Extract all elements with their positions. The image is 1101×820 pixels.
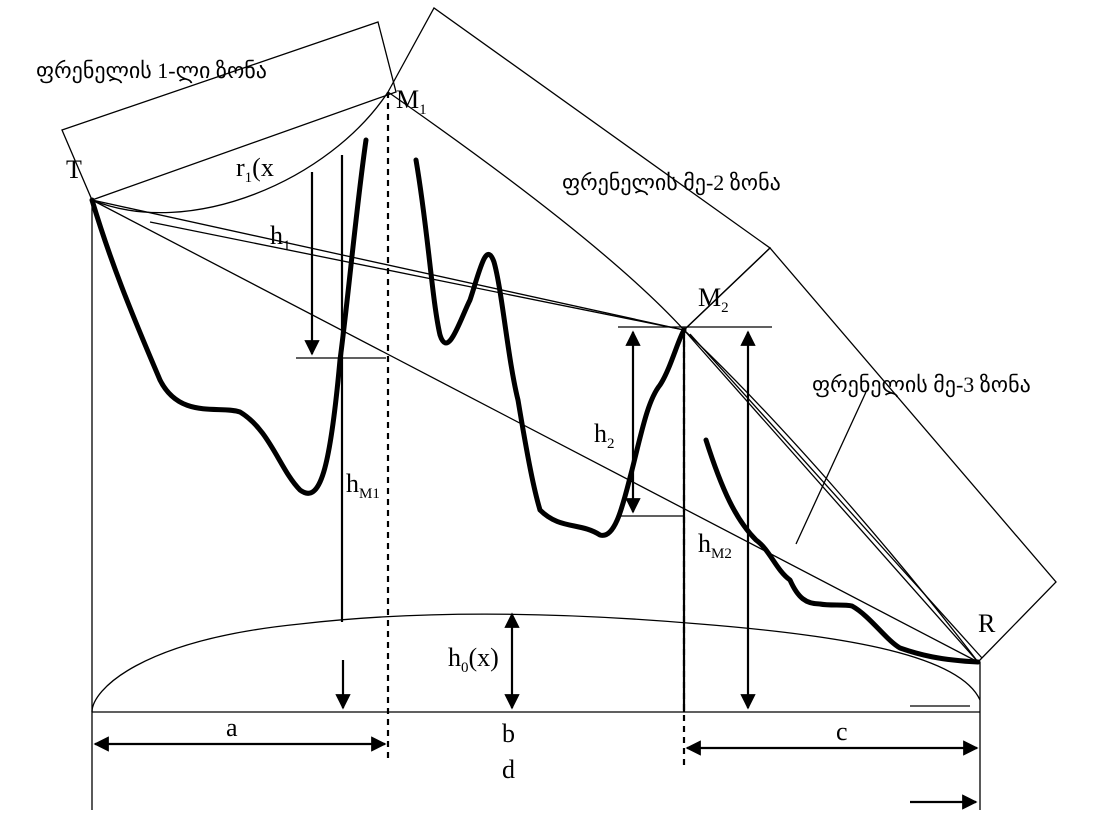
- terrain-profile-2: [413, 157, 687, 538]
- fresnel-zone-3-box: [683, 247, 1057, 663]
- sight-line-m2-to-r: [683, 329, 979, 663]
- hm1-label: hM1: [346, 469, 380, 502]
- sight-line-t-to-r: [91, 199, 979, 663]
- zone-2-label: ფრენელის მე-2 ზონა: [562, 170, 781, 196]
- fresnel-zone-2-arc: [387, 91, 685, 331]
- hm2-label: hM2: [698, 529, 732, 562]
- sight-line-t-to-m2-upper: [91, 199, 685, 331]
- sight-line-t-to-m2-lower: [149, 221, 685, 331]
- fresnel-zone-1-arc: [91, 91, 389, 214]
- h1-label: h1: [270, 221, 291, 254]
- terrain-profile: [89, 137, 369, 496]
- point-r-label: R: [978, 609, 996, 638]
- fresnel-zone-1-box: [61, 21, 397, 201]
- zone-1-label: ფრენელის 1-ლი ზონა: [36, 58, 267, 84]
- dimension-a-label: a: [226, 713, 238, 742]
- zone3-leader: [795, 391, 867, 545]
- h2-label: h2: [594, 419, 615, 452]
- point-t-label: T: [66, 155, 82, 184]
- earth-curvature: [91, 613, 981, 713]
- fresnel-zone-3-arc: [683, 329, 979, 663]
- point-m1-label: M1: [396, 85, 427, 118]
- h0-label: h0(x): [448, 643, 499, 676]
- sight-line-m2-to-r-parallel: [689, 333, 983, 659]
- dimension-c-label: c: [836, 717, 848, 746]
- dimension-b-label: b: [502, 719, 515, 748]
- r1-label: r1(x: [236, 153, 274, 186]
- dimension-d-label: d: [502, 755, 515, 784]
- point-m2-label: M2: [698, 283, 729, 316]
- zone-3-label: ფრენელის მე-3 ზონა: [812, 372, 1031, 398]
